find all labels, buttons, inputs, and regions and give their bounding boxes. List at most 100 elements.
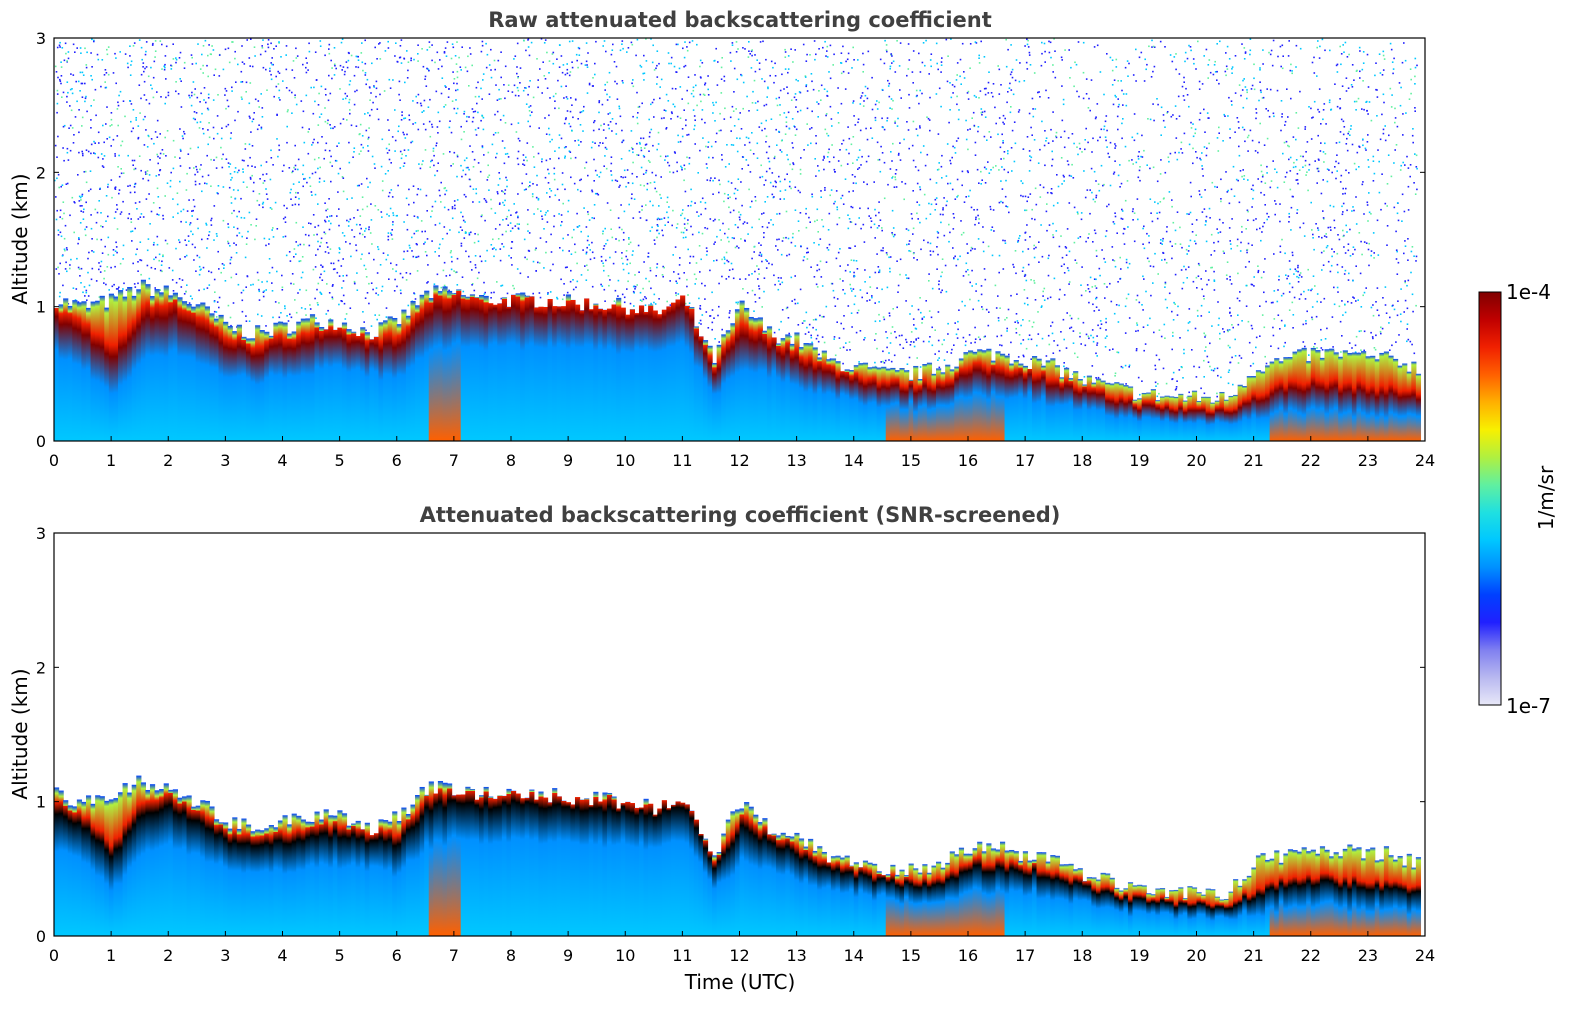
noise-point	[854, 175, 856, 178]
noise-point	[923, 316, 925, 318]
noise-point	[538, 262, 541, 264]
noise-point	[525, 173, 528, 175]
noise-point	[172, 58, 175, 60]
noise-point	[260, 164, 262, 167]
noise-point	[155, 175, 158, 177]
noise-point	[314, 226, 316, 228]
noise-point	[825, 305, 828, 308]
noise-point	[599, 171, 602, 174]
noise-point	[1404, 245, 1407, 247]
noise-point	[402, 258, 405, 260]
noise-point	[318, 157, 320, 159]
noise-point	[880, 249, 882, 252]
noise-point	[965, 340, 967, 343]
noise-point	[794, 186, 797, 188]
noise-point	[459, 66, 462, 68]
noise-point	[206, 154, 208, 157]
noise-point	[1402, 113, 1404, 115]
noise-point	[212, 126, 215, 129]
noise-point	[1136, 324, 1139, 326]
noise-point	[438, 255, 440, 257]
noise-point	[547, 293, 549, 295]
noise-point	[554, 194, 557, 197]
noise-point	[62, 91, 65, 94]
noise-point	[112, 249, 115, 251]
noise-point	[227, 223, 229, 225]
noise-point	[1382, 54, 1385, 57]
noise-point	[1347, 87, 1350, 89]
noise-point	[1023, 289, 1026, 291]
noise-point	[850, 205, 852, 208]
noise-point	[1353, 162, 1356, 165]
noise-point	[1325, 236, 1328, 238]
noise-point	[55, 268, 58, 270]
noise-point	[1293, 273, 1295, 275]
noise-point	[529, 125, 531, 128]
noise-point	[347, 225, 350, 227]
noise-point	[606, 202, 609, 204]
noise-point	[641, 205, 643, 208]
noise-point	[614, 289, 617, 292]
noise-point	[1348, 272, 1350, 275]
noise-point	[353, 147, 356, 149]
noise-point	[784, 51, 787, 53]
noise-point	[387, 195, 390, 198]
noise-point	[936, 236, 939, 239]
noise-point	[1241, 320, 1243, 322]
noise-point	[132, 45, 135, 47]
noise-point	[1392, 304, 1394, 307]
noise-point	[421, 230, 423, 233]
noise-point	[109, 125, 111, 127]
noise-point	[946, 200, 948, 203]
noise-point	[952, 213, 955, 215]
noise-point	[1322, 179, 1324, 181]
noise-point	[481, 98, 483, 100]
noise-point	[1375, 88, 1377, 91]
noise-point	[937, 168, 940, 171]
noise-point	[73, 231, 75, 234]
noise-point	[760, 164, 762, 167]
noise-point	[1364, 147, 1367, 150]
noise-point	[1199, 157, 1201, 160]
noise-point	[1070, 317, 1073, 320]
noise-point	[880, 361, 882, 363]
noise-point	[739, 278, 741, 280]
noise-point	[775, 245, 777, 247]
noise-point	[728, 206, 730, 209]
noise-point	[1201, 211, 1204, 213]
noise-point	[540, 210, 542, 212]
noise-point	[1126, 180, 1129, 182]
noise-point	[1016, 320, 1019, 322]
noise-point	[1292, 314, 1295, 316]
noise-point	[385, 258, 388, 261]
noise-point	[1203, 298, 1205, 300]
noise-point	[1003, 157, 1005, 160]
noise-point	[357, 59, 360, 61]
noise-point	[324, 54, 326, 57]
noise-point	[1038, 91, 1040, 93]
noise-point	[317, 282, 320, 285]
noise-point	[664, 159, 666, 161]
noise-point	[323, 180, 326, 182]
noise-point	[481, 146, 484, 149]
noise-point	[337, 259, 340, 262]
noise-point	[972, 111, 975, 114]
noise-point	[326, 208, 329, 210]
noise-point	[1140, 155, 1142, 158]
noise-point	[991, 226, 994, 228]
noise-point	[1013, 160, 1016, 163]
noise-point	[828, 71, 830, 73]
noise-point	[799, 109, 802, 112]
noise-point	[341, 232, 344, 234]
noise-point	[290, 282, 292, 285]
noise-point	[616, 98, 619, 100]
noise-point	[466, 115, 468, 118]
noise-point	[826, 247, 829, 249]
noise-point	[742, 107, 744, 110]
noise-point	[848, 190, 850, 193]
noise-point	[432, 150, 435, 152]
noise-point	[1213, 270, 1215, 273]
noise-point	[1359, 77, 1361, 79]
noise-point	[1282, 152, 1284, 155]
noise-point	[1243, 175, 1246, 177]
